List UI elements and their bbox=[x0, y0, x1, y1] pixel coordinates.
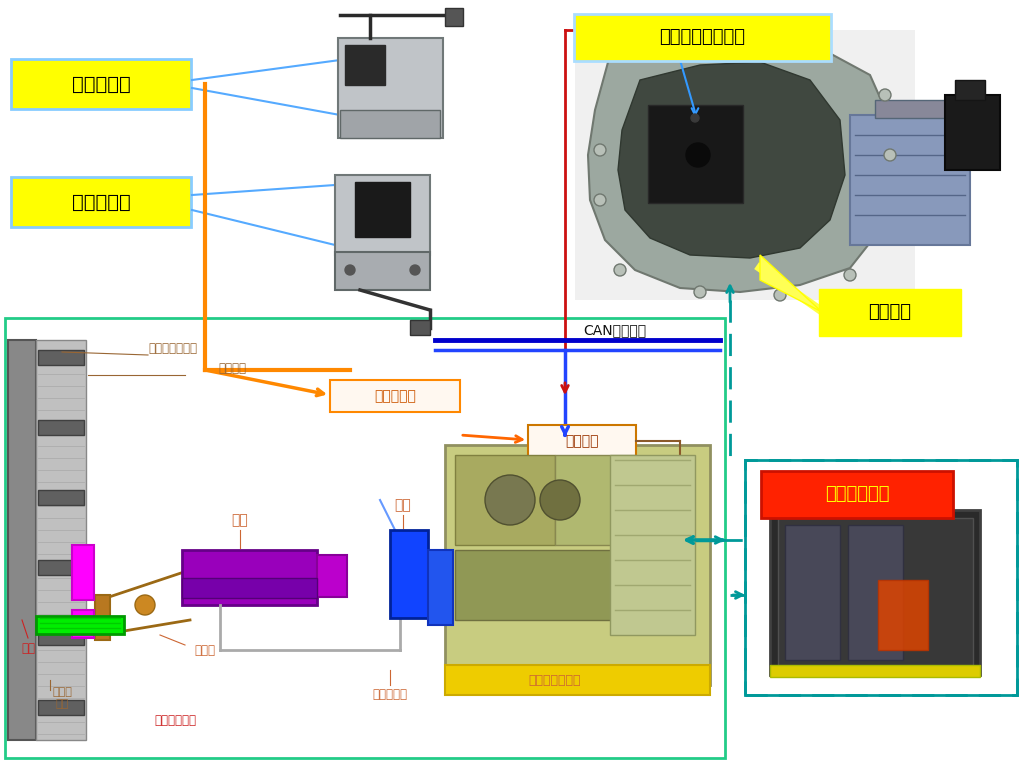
Bar bbox=[455, 455, 555, 545]
FancyBboxPatch shape bbox=[761, 471, 953, 518]
Circle shape bbox=[410, 265, 420, 275]
Bar bbox=[38, 630, 84, 645]
Text: 离合器操纵机构: 离合器操纵机构 bbox=[528, 674, 582, 687]
Bar bbox=[390, 530, 428, 618]
Circle shape bbox=[884, 149, 896, 161]
Bar bbox=[848, 525, 903, 660]
Bar bbox=[445, 665, 710, 695]
Bar bbox=[5, 318, 725, 758]
Circle shape bbox=[135, 595, 155, 615]
Bar bbox=[335, 175, 430, 255]
Bar bbox=[528, 425, 636, 457]
Circle shape bbox=[774, 289, 786, 301]
Text: 操纵机构: 操纵机构 bbox=[868, 303, 911, 321]
Bar bbox=[38, 350, 84, 365]
Text: 变速器的入轴: 变速器的入轴 bbox=[154, 713, 196, 727]
Circle shape bbox=[691, 114, 699, 122]
FancyBboxPatch shape bbox=[11, 59, 191, 109]
Bar bbox=[340, 110, 440, 138]
Text: 传感器信号: 传感器信号 bbox=[374, 389, 416, 403]
Text: 飞轮: 飞轮 bbox=[22, 641, 35, 654]
Circle shape bbox=[540, 480, 580, 520]
Bar bbox=[878, 580, 928, 650]
Bar bbox=[785, 525, 840, 660]
Bar bbox=[455, 550, 635, 620]
Text: 电控单元: 电控单元 bbox=[565, 434, 599, 448]
Bar bbox=[38, 560, 84, 575]
Circle shape bbox=[485, 475, 535, 525]
Bar bbox=[745, 460, 1017, 695]
Bar bbox=[182, 578, 317, 598]
Bar bbox=[778, 518, 973, 668]
Text: 总泵: 总泵 bbox=[394, 498, 412, 512]
Circle shape bbox=[345, 265, 355, 275]
Text: 分离叉: 分离叉 bbox=[195, 644, 215, 657]
Bar bbox=[95, 595, 110, 640]
FancyBboxPatch shape bbox=[11, 177, 191, 227]
Polygon shape bbox=[588, 35, 895, 292]
Text: 分离轴承: 分离轴承 bbox=[218, 362, 246, 375]
Circle shape bbox=[594, 144, 606, 156]
Bar bbox=[770, 665, 980, 677]
Bar bbox=[410, 320, 430, 335]
Circle shape bbox=[594, 194, 606, 206]
Circle shape bbox=[614, 264, 626, 276]
Text: 离合器管路: 离合器管路 bbox=[373, 688, 408, 701]
Bar bbox=[330, 380, 460, 412]
Polygon shape bbox=[760, 255, 822, 312]
Circle shape bbox=[686, 143, 710, 167]
Bar bbox=[72, 545, 94, 600]
Bar bbox=[8, 340, 36, 740]
Bar bbox=[38, 700, 84, 715]
Bar bbox=[36, 340, 86, 740]
Circle shape bbox=[879, 89, 891, 101]
Bar bbox=[338, 38, 443, 138]
Bar bbox=[72, 610, 94, 638]
Bar bbox=[874, 100, 945, 118]
Text: 盖及压盘总成：: 盖及压盘总成： bbox=[148, 342, 197, 355]
Bar bbox=[182, 550, 317, 605]
Text: 离合器控制器: 离合器控制器 bbox=[824, 485, 889, 503]
Bar bbox=[850, 115, 970, 245]
Bar bbox=[335, 252, 430, 290]
Bar bbox=[36, 616, 124, 634]
Bar bbox=[955, 80, 985, 100]
Bar bbox=[317, 555, 347, 597]
Bar bbox=[945, 95, 1000, 170]
Polygon shape bbox=[618, 62, 845, 258]
Bar bbox=[770, 510, 980, 675]
Bar bbox=[445, 445, 710, 685]
Text: 从动盘
总成: 从动盘 总成 bbox=[52, 687, 72, 709]
Circle shape bbox=[694, 286, 706, 298]
Text: 分泵: 分泵 bbox=[231, 513, 249, 527]
Bar bbox=[610, 455, 695, 635]
Bar bbox=[345, 45, 385, 85]
Bar bbox=[648, 105, 743, 203]
Bar bbox=[38, 420, 84, 435]
Text: 选挡传感器: 选挡传感器 bbox=[72, 74, 130, 94]
FancyBboxPatch shape bbox=[574, 14, 831, 61]
Bar bbox=[38, 490, 84, 505]
Text: 离合器位置传感器: 离合器位置传感器 bbox=[659, 28, 745, 46]
FancyBboxPatch shape bbox=[819, 289, 961, 336]
Text: 换挡传感器: 换挡传感器 bbox=[72, 193, 130, 211]
Bar bbox=[445, 8, 463, 26]
Bar bbox=[745, 460, 1017, 695]
Text: CAN总线网络: CAN总线网络 bbox=[584, 323, 646, 337]
Circle shape bbox=[844, 269, 856, 281]
Bar bbox=[355, 182, 410, 237]
Bar bbox=[575, 30, 915, 300]
Bar bbox=[428, 550, 453, 625]
Bar bbox=[555, 455, 635, 545]
